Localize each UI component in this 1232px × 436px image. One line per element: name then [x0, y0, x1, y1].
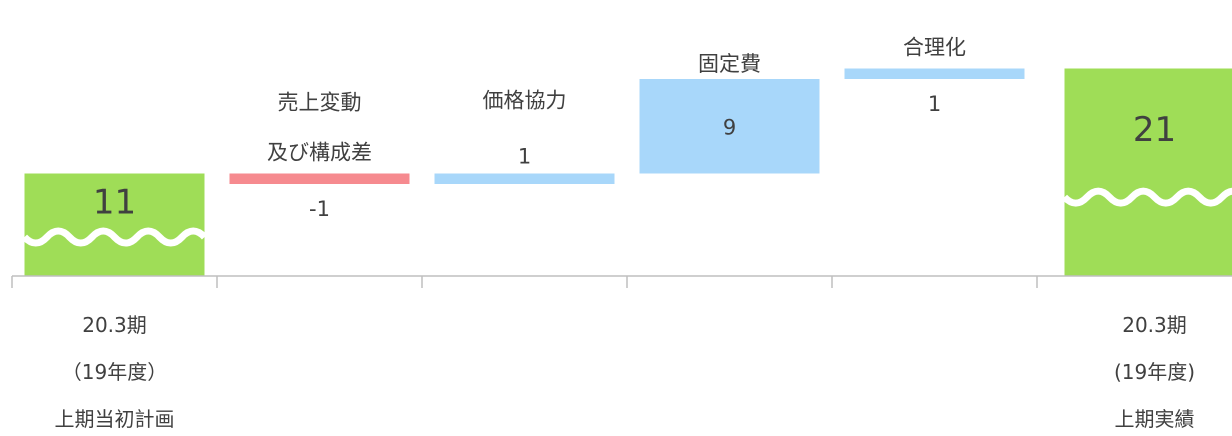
x-axis-label: (19年度): [1114, 360, 1195, 384]
category-label: 固定費: [698, 52, 761, 76]
x-axis-label: （19年度）: [62, 360, 167, 384]
x-axis-label: 20.3期: [1122, 313, 1187, 337]
delta-value-label: 1: [928, 92, 941, 116]
category-label: 売上変動: [278, 91, 362, 115]
axis-break-wave: [1061, 187, 1232, 207]
decrease-bar: [229, 173, 410, 184]
total-value-label: 11: [93, 182, 136, 222]
increase-bar: [639, 79, 820, 174]
increase-bar: [434, 173, 615, 184]
total-value-label: 21: [1133, 110, 1176, 150]
axis-break-wave: [21, 227, 208, 247]
category-label: 価格協力: [483, 89, 567, 113]
category-label: 合理化: [903, 36, 966, 60]
total-bar: [24, 173, 205, 276]
x-axis-label: 上期当初計画: [55, 407, 175, 431]
category-label: 及び構成差: [267, 141, 372, 165]
x-axis-label: 20.3期: [82, 313, 147, 337]
delta-value-label: 1: [518, 145, 531, 169]
increase-bar: [844, 68, 1025, 79]
delta-value-label: -1: [309, 197, 330, 221]
total-bar: [1064, 68, 1232, 276]
x-axis-label: 上期実績: [1115, 407, 1195, 431]
delta-value-label: 9: [723, 115, 736, 139]
